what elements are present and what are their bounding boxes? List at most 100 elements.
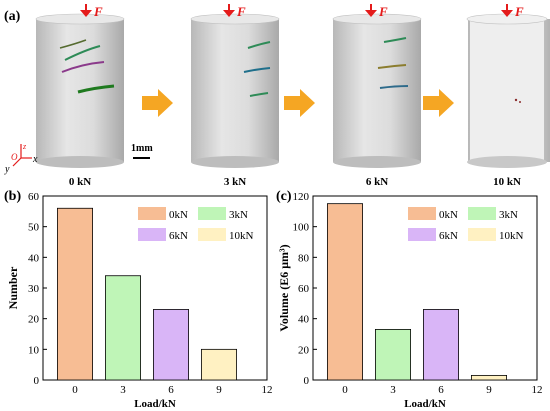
x-tick-label: 0	[342, 384, 348, 396]
crack	[243, 67, 271, 73]
bar	[470, 374, 507, 381]
x-tick-label: 6	[168, 384, 174, 396]
crack	[379, 85, 409, 89]
force-label: F	[236, 4, 246, 19]
force-label: F	[514, 4, 524, 19]
cylinder-bottom	[333, 156, 421, 168]
x-tick-label: 9	[486, 384, 492, 396]
y-tick-label: 60	[28, 191, 40, 203]
legend: 0kN 3kN 6kN 10kN	[138, 207, 254, 242]
pore	[519, 101, 521, 103]
crack	[77, 84, 115, 94]
crack	[64, 45, 101, 61]
x-axis-label: x	[32, 154, 38, 165]
cylinder-top	[190, 13, 280, 25]
bars	[57, 207, 237, 381]
force-label: F	[93, 4, 103, 19]
legend-swatch	[198, 228, 226, 241]
y-tick-label: 20	[28, 314, 40, 326]
force-label: F	[378, 4, 388, 19]
bar	[326, 203, 363, 381]
x-axis-title: Load/kN	[134, 398, 176, 410]
load-label-3: 3 kN	[224, 176, 246, 188]
legend-label: 6kN	[169, 230, 188, 242]
legend-label: 0kN	[439, 209, 458, 221]
legend: 0kN 3kN 6kN 10kN	[408, 207, 524, 242]
coordinate-axes: O z x y	[4, 142, 38, 175]
crack	[59, 39, 87, 49]
bar	[152, 309, 189, 381]
force-arrow-icon	[365, 4, 377, 17]
legend-label: 3kN	[229, 209, 248, 221]
legend-label: 10kN	[499, 230, 524, 242]
legend-swatch	[408, 207, 436, 220]
crack	[377, 64, 407, 69]
cylinder-body	[333, 19, 421, 162]
legend-label: 6kN	[439, 230, 458, 242]
cylinder-bottom	[36, 156, 124, 168]
progress-arrow-icon	[284, 89, 315, 117]
force-arrow-icon	[223, 4, 235, 17]
progress-arrow-icon	[423, 89, 454, 117]
y-ticks: 0 10 20 30 40 50 60	[28, 191, 47, 387]
panel-b-label: (b)	[4, 189, 21, 204]
chart-volume: (c) 0 20 40 60 80 100 120 0 3 6 9 12 0kN 3kN 6kN 10kN…	[276, 189, 543, 410]
y-axis-title: Volume (E6 μm³)	[277, 244, 291, 331]
y-tick-label: 40	[28, 252, 40, 264]
z-axis-label: z	[22, 142, 27, 151]
crack	[383, 37, 407, 43]
specimen-3kn	[190, 13, 280, 168]
y-tick-label: 80	[298, 252, 310, 264]
y-axis	[12, 157, 22, 167]
x-tick-label: 12	[532, 384, 543, 396]
specimen-0kn	[35, 13, 125, 168]
load-label-0: 0 kN	[69, 176, 91, 188]
x-tick-label: 0	[72, 384, 78, 396]
cylinder-body	[191, 19, 279, 162]
bar	[200, 348, 237, 381]
y-tick-label: 50	[28, 222, 40, 234]
cylinder-bottom	[467, 156, 547, 168]
y-tick-label: 100	[293, 222, 310, 234]
cylinder-highlight	[470, 19, 544, 162]
y-axis-label: y	[4, 164, 10, 175]
cylinder-top	[332, 13, 422, 25]
cylinder-top	[35, 13, 125, 25]
legend-label: 0kN	[169, 209, 188, 221]
y-tick-label: 20	[298, 344, 310, 356]
chart-number: (b) 0 10 20 30 40 50 60 0 3 6 9 12 0kN 3kN 6kN 10kN N…	[4, 189, 273, 410]
bar	[105, 275, 142, 381]
bar	[57, 207, 94, 381]
load-label-10: 10 kN	[493, 176, 521, 188]
y-axis-title: Number	[6, 266, 20, 309]
legend-swatch	[198, 207, 226, 220]
pore	[514, 98, 518, 102]
x-tick-label: 3	[120, 384, 126, 396]
cylinder-bottom	[191, 156, 279, 168]
y-ticks: 0 20 40 60 80 100 120	[293, 191, 317, 387]
legend-label: 3kN	[499, 209, 518, 221]
x-tick-label: 12	[262, 384, 273, 396]
load-label-6: 6 kN	[366, 176, 388, 188]
legend-swatch	[468, 228, 496, 241]
bar	[374, 328, 411, 381]
progress-arrows	[142, 89, 454, 117]
panel-a-label: (a)	[4, 9, 21, 24]
specimen-10kn	[466, 13, 550, 168]
x-tick-label: 3	[390, 384, 396, 396]
y-tick-label: 0	[34, 375, 40, 387]
scale-bar-label: 1mm	[131, 143, 153, 154]
legend-swatch	[468, 207, 496, 220]
origin-label: O	[11, 152, 18, 162]
x-tick-label: 9	[216, 384, 222, 396]
crack	[247, 41, 271, 49]
progress-arrow-icon	[142, 89, 173, 117]
legend-swatch	[138, 228, 166, 241]
crack	[249, 92, 269, 97]
crack	[61, 61, 105, 73]
y-tick-label: 40	[298, 314, 310, 326]
force-arrow-icon	[80, 4, 92, 17]
specimen-6kn	[332, 13, 422, 168]
y-tick-label: 30	[28, 283, 40, 295]
